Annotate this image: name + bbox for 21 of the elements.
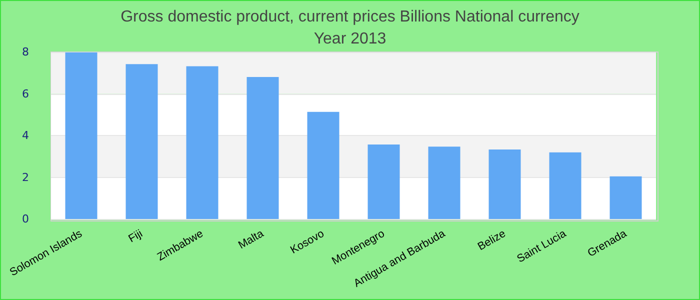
y-tick-label: 6	[22, 87, 29, 100]
y-tick-label: 0	[22, 212, 29, 226]
bar	[126, 64, 158, 219]
chart-subtitle: Year 2013	[314, 30, 386, 48]
x-tick-label: Belize	[476, 228, 508, 254]
x-tick-label: Saint Lucia	[515, 227, 570, 266]
bar	[549, 152, 582, 219]
x-tick-label: Malta	[236, 227, 267, 252]
y-tick-label: 8	[22, 46, 29, 58]
bar	[186, 66, 218, 219]
y-tick-label: 4	[22, 129, 29, 142]
x-tick-label: Fiji	[126, 228, 145, 246]
y-tick-label: 2	[22, 170, 29, 184]
bar	[368, 144, 400, 219]
bar	[428, 146, 460, 219]
bar	[307, 112, 340, 219]
bar	[246, 77, 279, 219]
bar	[610, 176, 642, 219]
bar	[65, 52, 98, 219]
bar	[488, 149, 521, 219]
chart-title: Gross domestic product, current prices Billions National currency	[120, 8, 580, 26]
